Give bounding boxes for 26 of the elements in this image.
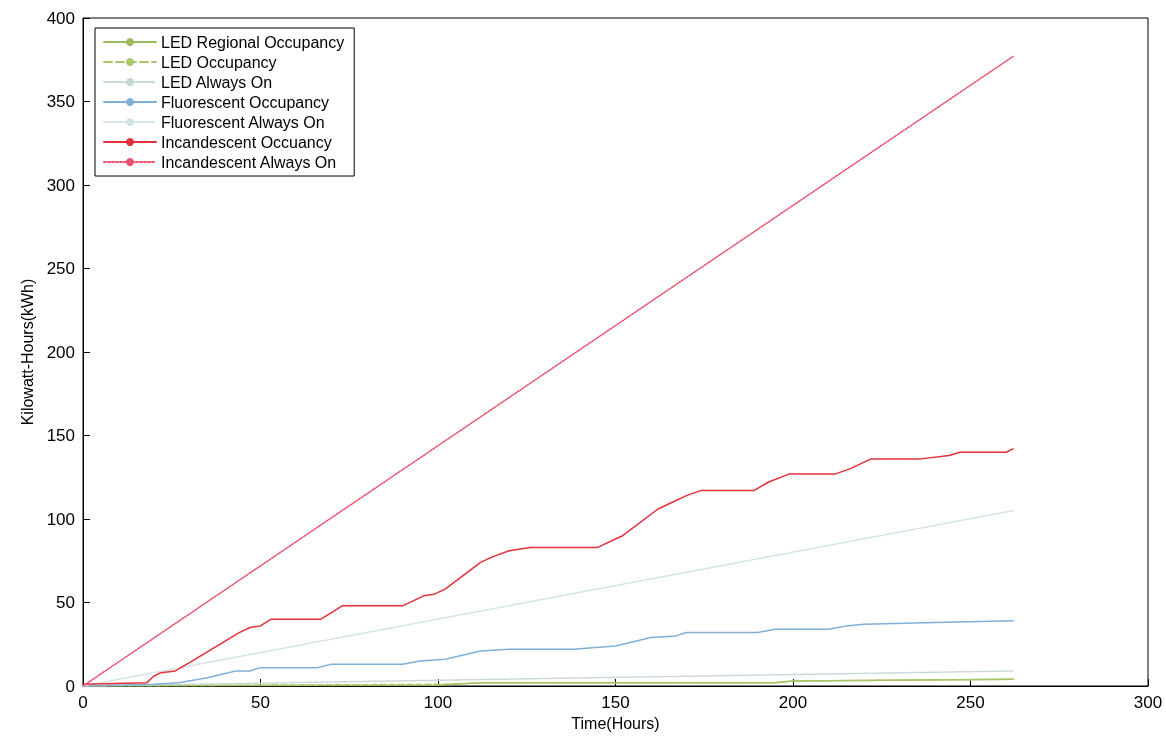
legend-label: LED Occupancy: [161, 53, 277, 71]
y-tick-label: 50: [56, 593, 75, 612]
y-tick-label: 300: [46, 175, 75, 195]
x-tick-label: 150: [601, 693, 630, 712]
legend-label: LED Regional Occupancy: [161, 33, 345, 51]
y-tick-label: 150: [46, 426, 75, 445]
x-tick-label: 200: [778, 693, 808, 712]
y-tick-label: 400: [46, 8, 75, 28]
x-tick-label: 300: [1133, 693, 1163, 712]
x-tick-label: 100: [423, 693, 453, 712]
x-axis-title: Time(Hours): [571, 715, 660, 733]
y-axis-title: Kilowatt-Hours(kWh): [19, 278, 37, 426]
y-tick-label: 0: [65, 676, 75, 696]
x-tick-label: 0: [78, 693, 88, 712]
y-tick-label: 350: [46, 92, 75, 111]
legend-label: Incandescent Always On: [161, 153, 337, 171]
legend-label: Incandescent Occuancy: [161, 133, 332, 151]
y-tick-label: 100: [46, 509, 75, 529]
x-tick-label: 50: [251, 693, 270, 712]
line-series: [82, 448, 1014, 686]
y-tick-label: 200: [46, 342, 75, 362]
legend-label: Fluorescent Occupancy: [161, 93, 330, 111]
legend-label: LED Always On: [161, 73, 273, 91]
y-tick-label: 250: [46, 259, 75, 278]
legend-label: Fluorescent Always On: [161, 113, 325, 131]
x-tick-label: 250: [956, 693, 985, 712]
